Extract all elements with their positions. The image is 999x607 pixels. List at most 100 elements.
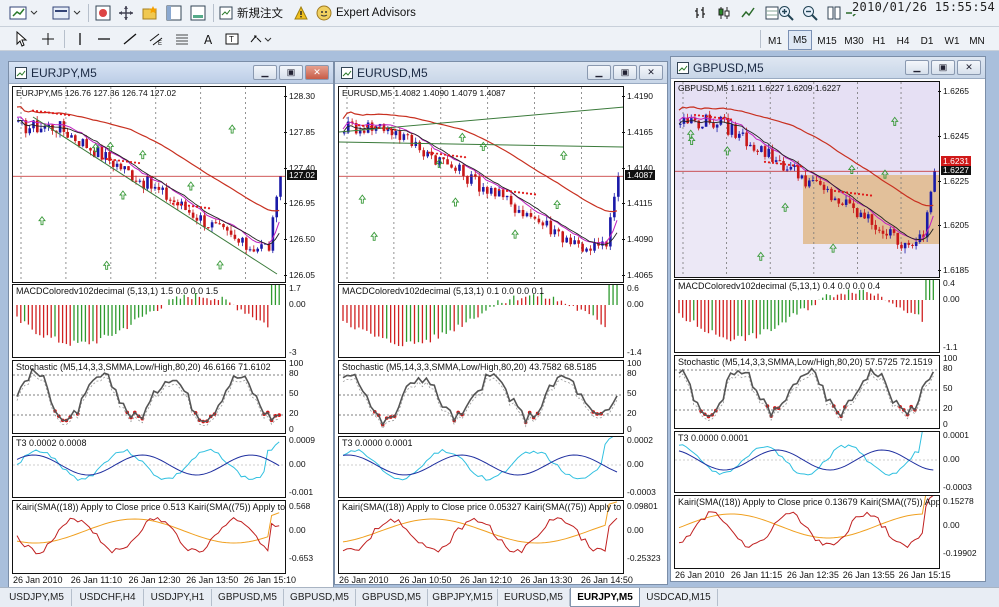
- crosshair-button[interactable]: [38, 29, 58, 49]
- chart-window-eurusd[interactable]: EURUSD,M5 ▁ ▣ ✕ EURUSD,M5 1.4082 1.4090 …: [334, 61, 668, 585]
- horizontal-line-button[interactable]: [94, 29, 114, 49]
- new-chart-button[interactable]: [6, 3, 42, 23]
- fibonacci-button[interactable]: [172, 29, 192, 49]
- close-button[interactable]: ✕: [639, 65, 663, 80]
- equidistant-channel-button[interactable]: E: [146, 29, 166, 49]
- candle-body: [248, 249, 252, 251]
- line-chart-button[interactable]: [738, 3, 758, 23]
- timeframe-w1[interactable]: W1: [944, 35, 960, 47]
- price-pane: GBPUSD,M5 1.6211 1.6227 1.6209 1.6227: [674, 81, 940, 278]
- chart-tab[interactable]: GBPUSD,M5: [284, 589, 356, 606]
- signal-dot: [199, 206, 203, 209]
- close-button[interactable]: ✕: [305, 65, 329, 80]
- candle-body: [509, 195, 513, 205]
- candle-body: [493, 187, 497, 197]
- chart-window-eurjpy[interactable]: EURJPY,M5 ▁ ▣ ✕ EURJPY,M5 126.76 127.36 …: [8, 61, 334, 589]
- signal-dot: [795, 164, 799, 167]
- chart-tab[interactable]: USDJPY,M5: [2, 589, 72, 606]
- new-chart-icon: [9, 6, 38, 20]
- chart-window-titlebar[interactable]: EURJPY,M5 ▁ ▣ ✕: [9, 62, 333, 84]
- minimize-button[interactable]: ▁: [253, 65, 277, 80]
- timeframe-d1[interactable]: D1: [920, 35, 934, 47]
- chart-tab[interactable]: USDJPY,H1: [144, 589, 212, 606]
- kairi-svg: [342, 501, 618, 554]
- warning-button[interactable]: [292, 3, 310, 23]
- chart-tab[interactable]: EURJPY,M5: [570, 588, 640, 607]
- candle-body: [697, 120, 701, 129]
- candle-body: [565, 237, 568, 243]
- trendline-button[interactable]: [120, 29, 140, 49]
- chart-tab[interactable]: USDCAD,M15: [640, 589, 718, 606]
- maximize-button[interactable]: ▣: [279, 65, 303, 80]
- candle-body: [402, 134, 406, 140]
- minimize-button[interactable]: ▁: [905, 60, 929, 75]
- candlestick-button[interactable]: [714, 3, 734, 23]
- macd-scale-label: 0.4: [943, 278, 955, 288]
- time-axis-label: 26 Jan 13:55: [842, 570, 895, 580]
- buy-signal-arrow: [553, 199, 562, 209]
- candle-body: [191, 212, 195, 218]
- text-label-button[interactable]: T: [222, 29, 242, 49]
- candle-body: [199, 215, 202, 221]
- close-button[interactable]: ✕: [957, 60, 981, 75]
- tile-windows-button[interactable]: [824, 3, 844, 23]
- chart-tab[interactable]: GBPUSD,M5: [356, 589, 428, 606]
- timeframe-mn[interactable]: MN: [969, 35, 985, 47]
- market-watch-button[interactable]: [93, 3, 113, 23]
- zoom-out-button[interactable]: [800, 3, 820, 23]
- timeframe-m30[interactable]: M30: [844, 35, 864, 47]
- price-scale-label: 126.50: [289, 234, 315, 245]
- chart-tab[interactable]: EURUSD,M5: [498, 589, 570, 606]
- chart-window-titlebar[interactable]: GBPUSD,M5 ▁ ▣ ✕: [671, 57, 985, 79]
- time-axis-label: 26 Jan 15:10: [243, 575, 296, 585]
- candle-body: [830, 188, 833, 201]
- close-icon: ✕: [313, 67, 321, 77]
- chart-window-gbpusd[interactable]: GBPUSD,M5 ▁ ▣ ✕ GBPUSD,M5 1.6211 1.6227 …: [670, 56, 986, 582]
- chart-tab[interactable]: GBPJPY,M15: [428, 589, 498, 606]
- chart-window-titlebar[interactable]: EURUSD,M5 ▁ ▣ ✕: [335, 62, 667, 84]
- candle-body: [613, 196, 616, 218]
- autoscroll-button[interactable]: [762, 3, 782, 23]
- new-order-icon: [219, 6, 233, 20]
- new-order-button[interactable]: 新規注文: [219, 3, 289, 23]
- signal-dot: [451, 154, 455, 157]
- timeframe-m5[interactable]: M5: [788, 30, 812, 50]
- vertical-line-button[interactable]: [70, 29, 90, 49]
- timeframe-h4[interactable]: H4: [896, 35, 910, 47]
- tester-button[interactable]: [188, 3, 208, 23]
- buy-signal-arrow: [91, 142, 100, 153]
- favorites-button[interactable]: [140, 3, 160, 23]
- expert-advisors-button[interactable]: Expert Advisors: [316, 3, 420, 23]
- terminal-button[interactable]: [164, 3, 184, 23]
- minimize-icon: ▁: [595, 67, 603, 77]
- kairi-slow-line: [342, 501, 618, 544]
- candle-body: [350, 121, 354, 124]
- chart-tab[interactable]: USDCHF,H4: [72, 589, 144, 606]
- kairi-slow-line: [678, 496, 927, 539]
- buy-signal-arrow: [435, 158, 444, 168]
- navigator-button[interactable]: [116, 3, 136, 23]
- zoom-in-button[interactable]: [776, 3, 796, 23]
- signal-dot: [725, 117, 729, 121]
- maximize-button[interactable]: ▣: [613, 65, 637, 80]
- minimize-button[interactable]: ▁: [587, 65, 611, 80]
- signal-dot: [175, 203, 179, 206]
- candle-body: [553, 229, 557, 235]
- timeframe-h1[interactable]: H1: [872, 35, 886, 47]
- profiles-button[interactable]: [50, 3, 84, 23]
- moving-average-line: [678, 106, 934, 207]
- cursor-button[interactable]: [12, 29, 32, 49]
- moving-average-line: [16, 106, 280, 212]
- candle-body: [804, 175, 807, 187]
- chart-tab[interactable]: GBPUSD,M5: [212, 589, 284, 606]
- buy-signal-arrow: [479, 141, 488, 151]
- candle-body: [188, 210, 191, 213]
- text-button[interactable]: A: [198, 29, 218, 49]
- timeframe-m15[interactable]: M15: [817, 35, 837, 47]
- bar-chart-button[interactable]: [690, 3, 710, 23]
- timeframe-m1[interactable]: M1: [768, 35, 782, 47]
- arrows-button[interactable]: [248, 29, 274, 49]
- t3-svg: [339, 437, 623, 481]
- candle-body: [214, 222, 218, 224]
- maximize-button[interactable]: ▣: [931, 60, 955, 75]
